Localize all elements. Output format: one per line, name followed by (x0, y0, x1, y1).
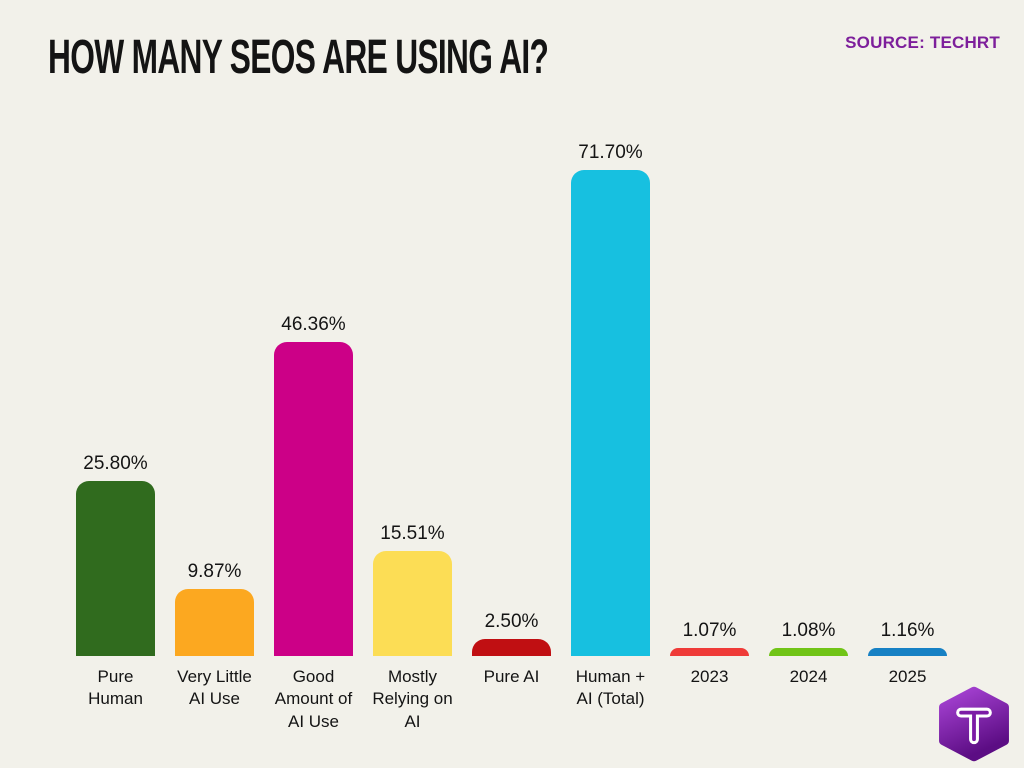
bar-category-label: Human + AI (Total) (575, 667, 646, 709)
bar-value-label: 15.51% (380, 523, 445, 544)
bar-chart: 25.80% Pure Human 9.87% Very Little AI Use 4… (66, 136, 957, 733)
bar-group: 1.07% 2023 (660, 136, 759, 733)
hexagon-logo-icon (939, 686, 1009, 762)
bar-value-label: 1.07% (682, 620, 737, 641)
bar-value-label: 71.70% (578, 142, 643, 163)
bar-area: 25.80% (66, 136, 165, 656)
bar-group: 1.08% 2024 (759, 136, 858, 733)
bar (76, 481, 155, 656)
bar-category-label: Pure AI (483, 667, 540, 686)
bar-area: 2.50% (462, 136, 561, 656)
brand-logo (936, 686, 1012, 762)
bar-group: 9.87% Very Little AI Use (165, 136, 264, 733)
bar (670, 648, 749, 656)
bar-category-label: 2024 (789, 667, 828, 686)
bar-area: 1.16% (858, 136, 957, 656)
bar-group: 71.70% Human + AI (Total) (561, 136, 660, 733)
bar-value-label: 1.08% (781, 620, 836, 641)
bar-area: 71.70% (561, 136, 660, 656)
bar (274, 342, 353, 656)
bar-group: 2.50% Pure AI (462, 136, 561, 733)
bar (472, 639, 551, 656)
bar (571, 170, 650, 656)
bar (769, 648, 848, 656)
bar-value-label: 9.87% (187, 561, 242, 582)
bar-group: 25.80% Pure Human (66, 136, 165, 733)
bar-value-label: 25.80% (83, 453, 148, 474)
bar-category-label: Very Little AI Use (177, 667, 252, 709)
bar-value-label: 46.36% (281, 314, 346, 335)
source-attribution: SOURCE: TECHRT (845, 33, 1000, 52)
bar-category-label: Good Amount of AI Use (274, 667, 353, 731)
bar-group: 15.51% Mostly Relying on AI (363, 136, 462, 733)
bar (373, 551, 452, 656)
bar-group: 46.36% Good Amount of AI Use (264, 136, 363, 733)
bar-category-label: 2025 (888, 667, 927, 686)
chart-title: HOW MANY SEOS ARE USING AI? (48, 31, 549, 84)
logo-letter-t (956, 707, 992, 745)
bar-value-label: 2.50% (484, 611, 539, 632)
bar (868, 648, 947, 656)
bar-category-label: 2023 (690, 667, 729, 686)
bar-area: 15.51% (363, 136, 462, 656)
bar-category-label: Mostly Relying on AI (372, 667, 453, 731)
bar-group: 1.16% 2025 (858, 136, 957, 733)
bar-value-label: 1.16% (880, 620, 935, 641)
bar-area: 1.07% (660, 136, 759, 656)
bar-area: 9.87% (165, 136, 264, 656)
bar-category-label: Pure Human (88, 667, 143, 709)
bar-area: 46.36% (264, 136, 363, 656)
bar-area: 1.08% (759, 136, 858, 656)
bar (175, 589, 254, 656)
